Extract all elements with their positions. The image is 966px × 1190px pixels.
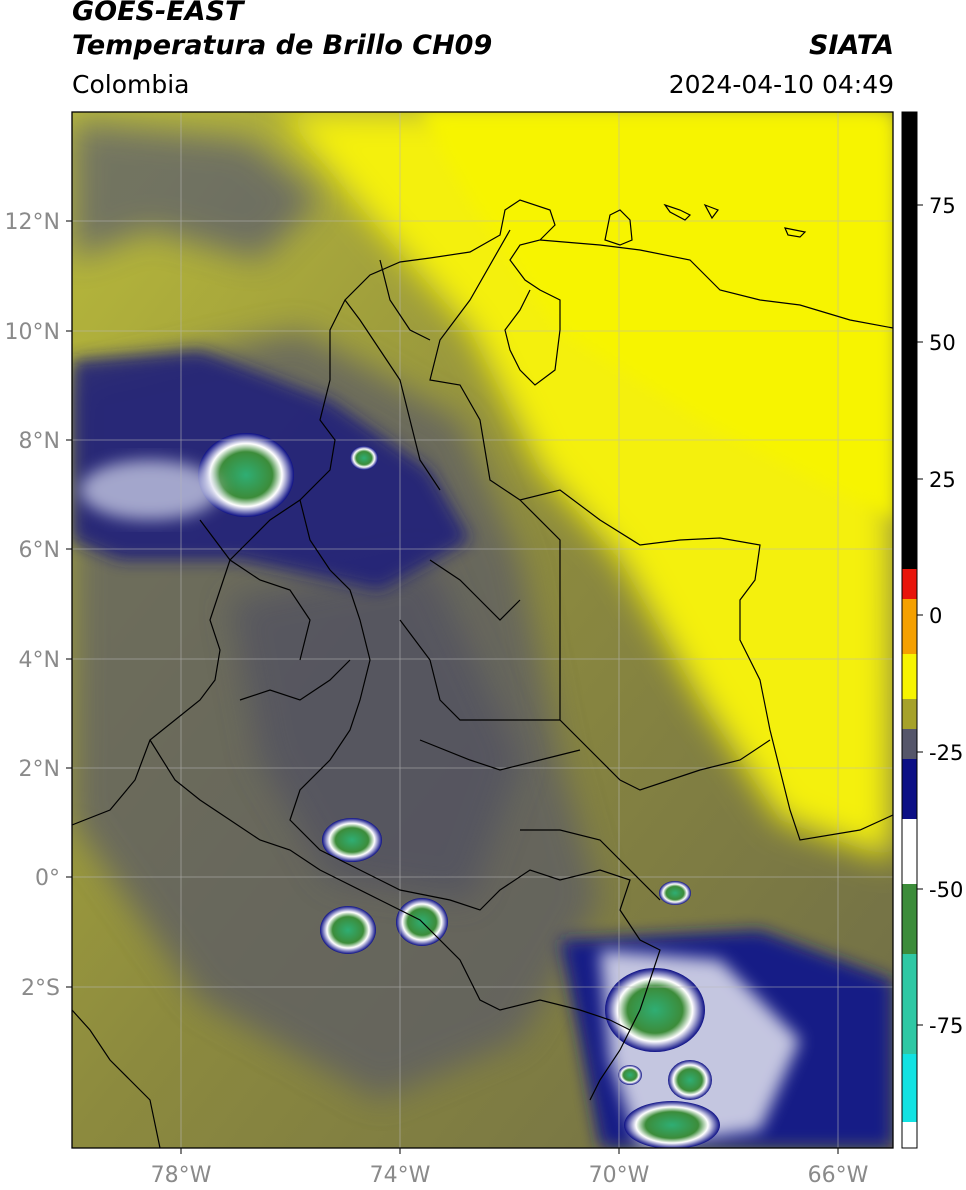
lon-ticks <box>180 1148 839 1154</box>
borders-coastlines <box>72 199 893 1148</box>
colorbar-segment-white-end <box>902 1122 917 1148</box>
map-grid <box>72 112 893 1148</box>
agency-name: SIATA <box>808 30 894 61</box>
lat-label: 2°N <box>19 757 60 782</box>
colorbar-segment-white <box>902 819 917 884</box>
colorbar-segment-yellow <box>902 654 917 699</box>
colorbar-segment-olive <box>902 699 917 729</box>
lat-label: 6°N <box>19 538 60 563</box>
lat-label: 2°S <box>21 976 60 1001</box>
colorbar-label: 50 <box>929 331 956 355</box>
colorbar-segment-teal <box>902 954 917 1054</box>
colorbar-segment-gray <box>902 729 917 759</box>
lat-label: 10°N <box>5 320 60 345</box>
lat-label: 0° <box>35 866 60 891</box>
colorbar-segment-navy <box>902 759 917 819</box>
product-title: Temperatura de Brillo CH09 <box>72 30 493 61</box>
datetime-label: 2024-04-10 04:49 <box>668 70 894 99</box>
satellite-title: GOES-EAST <box>72 0 244 27</box>
lon-label: 70°W <box>589 1163 650 1188</box>
colorbar-segment-orange <box>902 599 917 654</box>
colorbar: 75 50 25 0 -25 -50 -75 <box>901 111 963 1149</box>
lat-label: 8°N <box>19 429 60 454</box>
colorbar-segment-red <box>902 569 917 599</box>
colorbar-segment-black <box>902 112 917 569</box>
colorbar-label: -25 <box>929 741 963 765</box>
map-frame <box>71 111 894 1149</box>
colorbar-segment-green <box>902 884 917 954</box>
lat-label: 12°N <box>5 210 60 235</box>
colorbar-label: 25 <box>929 468 956 492</box>
colorbar-label: 75 <box>929 194 956 218</box>
lon-label: 66°W <box>808 1163 869 1188</box>
colorbar-label: -75 <box>929 1014 963 1038</box>
colorbar-label: -50 <box>929 878 963 902</box>
lat-ticks <box>66 220 72 988</box>
region-label: Colombia <box>72 70 190 99</box>
lon-label: 74°W <box>370 1163 431 1188</box>
colorbar-label: 0 <box>929 604 942 628</box>
lat-label: 4°N <box>19 648 60 673</box>
lon-label: 78°W <box>151 1163 212 1188</box>
satellite-image <box>72 112 893 1148</box>
colorbar-segment-cyan <box>902 1054 917 1122</box>
